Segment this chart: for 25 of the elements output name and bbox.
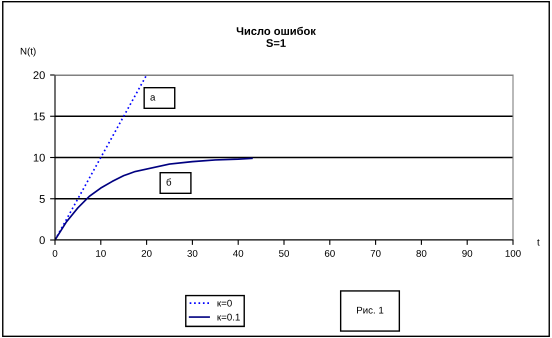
x-tick-label: 80 <box>416 250 426 257</box>
y-tick-label: 20 <box>33 71 45 80</box>
y-axis-title: N(t) <box>20 47 36 57</box>
x-tick-label: 60 <box>324 250 335 257</box>
x-tick-label: 50 <box>278 250 290 257</box>
x-tick-label: 90 <box>462 250 472 257</box>
y-tick-label: 0 <box>40 236 45 244</box>
x-tick-label: 20 <box>142 250 152 257</box>
annotation: б <box>166 178 172 186</box>
line-series <box>55 157 253 240</box>
y-tick-label: 15 <box>34 112 45 120</box>
x-tick-label: 70 <box>370 250 381 257</box>
x-tick-label: 100 <box>506 250 521 257</box>
x-tick-label: 40 <box>233 250 244 257</box>
legend-label: к=0.1 <box>218 314 240 321</box>
text: Рис. 1 <box>357 306 384 314</box>
x-tick-label: 10 <box>96 250 106 257</box>
annotation: а <box>150 95 156 101</box>
chart-title: Число ошибок S=1 <box>236 26 316 47</box>
legend-label: к=0 <box>218 300 232 307</box>
y-tick-label: 5 <box>40 195 45 203</box>
y-tick-label: 10 <box>34 154 45 162</box>
x-axis-title: t <box>537 239 540 246</box>
x-tick-label: 30 <box>187 250 198 257</box>
x-tick-label: 0 <box>52 250 58 257</box>
